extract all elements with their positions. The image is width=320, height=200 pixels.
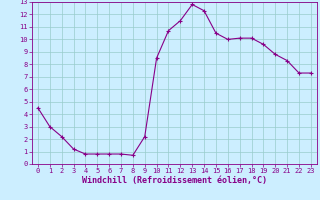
- X-axis label: Windchill (Refroidissement éolien,°C): Windchill (Refroidissement éolien,°C): [82, 176, 267, 185]
